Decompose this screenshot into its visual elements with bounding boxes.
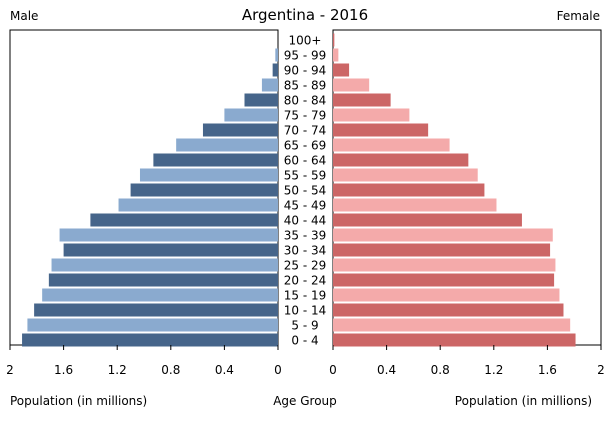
female-bar-90-94 xyxy=(333,63,350,77)
x-axis-label-center: Age Group xyxy=(273,394,337,408)
age-group-label: 0 - 4 xyxy=(291,334,318,348)
age-group-label: 95 - 99 xyxy=(284,49,327,63)
female-bar-30-34 xyxy=(333,243,551,257)
female-bar-0-4 xyxy=(333,333,576,347)
age-group-label: 70 - 74 xyxy=(284,124,327,138)
female-bar-75-79 xyxy=(333,108,410,122)
female-tick-label: 0.4 xyxy=(377,363,396,377)
age-group-label: 100+ xyxy=(289,34,322,48)
female-bar-45-49 xyxy=(333,198,497,212)
female-bar-50-54 xyxy=(333,183,485,197)
female-bar-100+ xyxy=(333,33,335,47)
male-tick-label: 1.6 xyxy=(54,363,73,377)
female-bar-60-64 xyxy=(333,153,469,167)
age-group-label: 25 - 29 xyxy=(284,259,327,273)
male-tick-label: 0.8 xyxy=(161,363,180,377)
male-bar-55-59 xyxy=(139,168,278,182)
male-tick-label: 0 xyxy=(274,363,282,377)
age-group-label: 75 - 79 xyxy=(284,109,327,123)
male-bar-5-9 xyxy=(27,318,279,332)
male-bar-85-89 xyxy=(261,78,278,92)
male-bar-20-24 xyxy=(48,273,278,287)
age-group-label: 85 - 89 xyxy=(284,79,327,93)
female-bar-20-24 xyxy=(333,273,555,287)
male-bar-80-84 xyxy=(244,93,278,107)
female-bar-40-44 xyxy=(333,213,522,227)
male-bar-65-69 xyxy=(176,138,278,152)
age-group-label: 55 - 59 xyxy=(284,169,327,183)
male-bar-30-34 xyxy=(63,243,278,257)
male-bar-25-29 xyxy=(51,258,278,272)
female-bar-15-19 xyxy=(333,288,560,302)
female-tick-label: 0 xyxy=(329,363,337,377)
age-group-label: 80 - 84 xyxy=(284,94,327,108)
male-bar-90-94 xyxy=(272,63,278,77)
x-axis-label-left: Population (in millions) xyxy=(10,394,147,408)
female-bar-85-89 xyxy=(333,78,370,92)
female-tick-label: 0.8 xyxy=(431,363,450,377)
male-label: Male xyxy=(10,9,38,23)
female-bar-70-74 xyxy=(333,123,429,137)
age-group-label: 90 - 94 xyxy=(284,64,327,78)
female-bar-5-9 xyxy=(333,318,571,332)
male-tick-label: 0.4 xyxy=(215,363,234,377)
male-tick-label: 1.2 xyxy=(108,363,127,377)
male-bar-60-64 xyxy=(153,153,278,167)
age-group-label: 50 - 54 xyxy=(284,184,327,198)
female-bar-95-99 xyxy=(333,48,339,62)
age-group-label: 60 - 64 xyxy=(284,154,327,168)
male-bar-15-19 xyxy=(42,288,278,302)
male-bar-40-44 xyxy=(90,213,279,227)
female-tick-label: 1.2 xyxy=(484,363,503,377)
male-tick-label: 2 xyxy=(6,363,14,377)
age-group-label: 65 - 69 xyxy=(284,139,327,153)
male-bar-50-54 xyxy=(130,183,278,197)
female-label: Female xyxy=(557,9,600,23)
male-bar-95-99 xyxy=(275,48,278,62)
female-bar-65-69 xyxy=(333,138,450,152)
female-bar-35-39 xyxy=(333,228,553,242)
female-bar-80-84 xyxy=(333,93,391,107)
x-axis-label-right: Population (in millions) xyxy=(455,394,592,408)
male-bar-10-14 xyxy=(34,303,279,317)
female-bar-10-14 xyxy=(333,303,564,317)
male-bar-35-39 xyxy=(59,228,278,242)
age-group-label: 45 - 49 xyxy=(284,199,327,213)
female-bar-25-29 xyxy=(333,258,556,272)
age-group-label: 35 - 39 xyxy=(284,229,327,243)
age-group-label: 20 - 24 xyxy=(284,274,327,288)
male-bar-75-79 xyxy=(224,108,278,122)
female-tick-label: 2 xyxy=(597,363,605,377)
chart-title: Argentina - 2016 xyxy=(242,6,368,24)
age-group-label: 40 - 44 xyxy=(284,214,327,228)
age-group-label: 10 - 14 xyxy=(284,304,327,318)
female-bar-55-59 xyxy=(333,168,478,182)
age-group-label: 15 - 19 xyxy=(284,289,327,303)
male-bar-45-49 xyxy=(118,198,278,212)
age-group-label: 5 - 9 xyxy=(291,319,318,333)
male-bar-0-4 xyxy=(22,333,279,347)
male-bar-70-74 xyxy=(202,123,278,137)
female-tick-label: 1.6 xyxy=(538,363,557,377)
age-group-label: 30 - 34 xyxy=(284,244,327,258)
